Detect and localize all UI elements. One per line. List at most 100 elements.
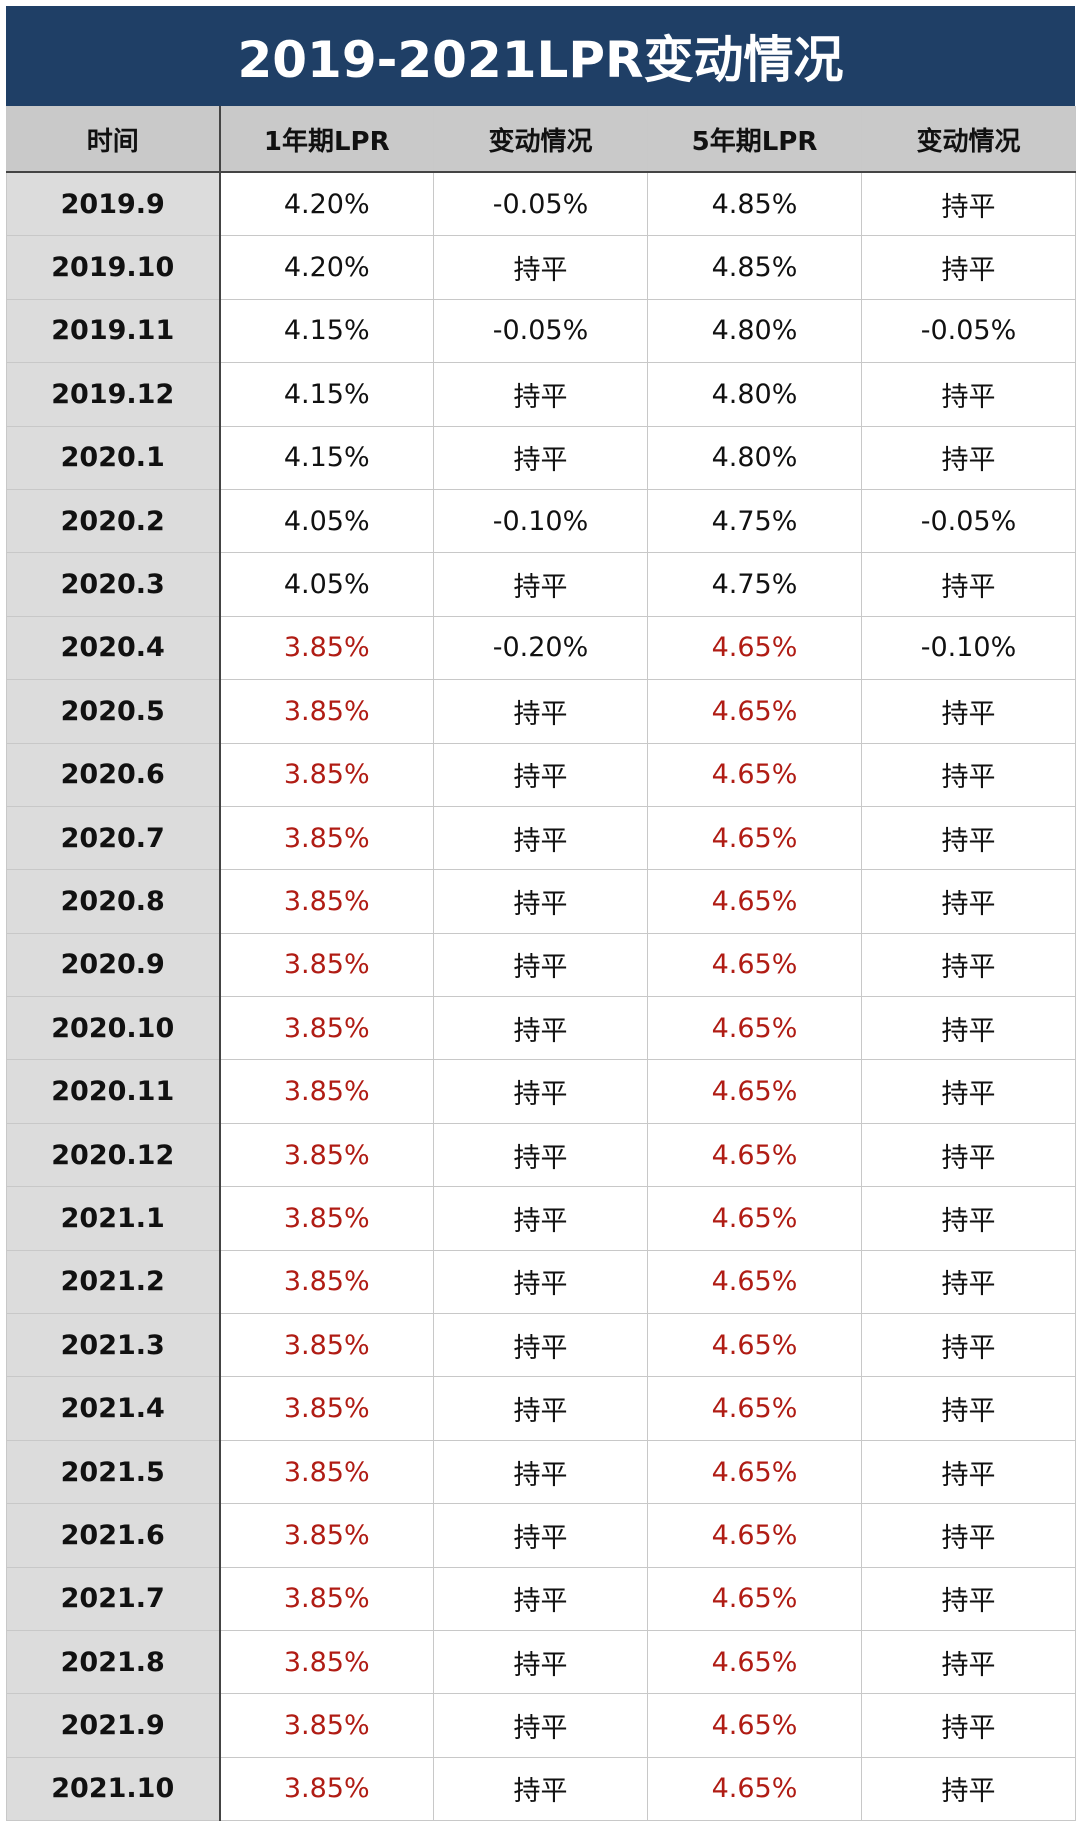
one-year-change-cell: 持平 — [433, 1503, 648, 1568]
one-year-lpr-cell: 3.85% — [219, 932, 434, 998]
five-year-change-cell: -0.05% — [861, 488, 1076, 554]
one-year-change-cell: 持平 — [433, 362, 648, 427]
five-year-lpr-cell: 4.65% — [647, 742, 862, 807]
period-cell: 2021.7 — [6, 1566, 221, 1631]
one-year-change-cell: -0.10% — [433, 488, 648, 554]
period-cell: 2021.10 — [6, 1756, 221, 1821]
one-year-change-cell: 持平 — [433, 1313, 648, 1378]
five-year-change-cell: 持平 — [861, 1059, 1076, 1124]
one-year-change-cell: -0.05% — [433, 171, 648, 237]
period-cell: 2021.6 — [6, 1503, 221, 1568]
one-year-lpr-cell: 3.85% — [219, 1059, 434, 1124]
five-year-change-cell: 持平 — [861, 1629, 1076, 1695]
one-year-lpr-cell: 3.85% — [219, 1186, 434, 1251]
table-row: 2021.4 3.85% 持平 4.65% 持平 — [6, 1376, 1076, 1441]
one-year-lpr-cell: 4.15% — [219, 298, 434, 364]
five-year-change-cell: 持平 — [861, 869, 1076, 934]
one-year-change-cell: 持平 — [433, 805, 648, 871]
period-cell: 2020.12 — [6, 1122, 221, 1188]
five-year-change-cell: 持平 — [861, 1249, 1076, 1315]
table-row: 2019.10 4.20% 持平 4.85% 持平 — [6, 235, 1076, 300]
five-year-change-cell: 持平 — [861, 742, 1076, 807]
table-row: 2021.7 3.85% 持平 4.65% 持平 — [6, 1566, 1076, 1631]
table-row: 2021.8 3.85% 持平 4.65% 持平 — [6, 1629, 1076, 1695]
five-year-change-cell: 持平 — [861, 1756, 1076, 1821]
period-cell: 2020.8 — [6, 869, 221, 934]
five-year-change-cell: 持平 — [861, 932, 1076, 998]
table-row: 2020.10 3.85% 持平 4.65% 持平 — [6, 996, 1076, 1061]
header-5y-lpr: 5年期LPR — [647, 106, 862, 173]
table-row: 2021.5 3.85% 持平 4.65% 持平 — [6, 1439, 1076, 1505]
five-year-lpr-cell: 4.75% — [647, 488, 862, 554]
lpr-table-figure: 2019-2021LPR变动情况 时间 1年期LPR 变动情况 5年期LPR 变… — [6, 6, 1076, 1821]
one-year-change-cell: 持平 — [433, 1059, 648, 1124]
table-row: 2019.11 4.15% -0.05% 4.80% -0.05% — [6, 298, 1076, 364]
one-year-change-cell: -0.20% — [433, 615, 648, 681]
five-year-change-cell: 持平 — [861, 1693, 1076, 1758]
one-year-change-cell: 持平 — [433, 1376, 648, 1441]
five-year-lpr-cell: 4.65% — [647, 1376, 862, 1441]
one-year-change-cell: 持平 — [433, 1629, 648, 1695]
one-year-lpr-cell: 3.85% — [219, 1566, 434, 1631]
period-cell: 2020.10 — [6, 996, 221, 1061]
five-year-change-cell: 持平 — [861, 1313, 1076, 1378]
period-cell: 2020.5 — [6, 679, 221, 744]
header-5y-change: 变动情况 — [861, 106, 1076, 173]
five-year-lpr-cell: 4.65% — [647, 869, 862, 934]
five-year-change-cell: 持平 — [861, 425, 1076, 490]
table-row: 2019.12 4.15% 持平 4.80% 持平 — [6, 362, 1076, 427]
five-year-lpr-cell: 4.65% — [647, 996, 862, 1061]
table-row: 2020.9 3.85% 持平 4.65% 持平 — [6, 932, 1076, 998]
one-year-change-cell: 持平 — [433, 1693, 648, 1758]
five-year-lpr-cell: 4.85% — [647, 235, 862, 300]
table-row: 2020.8 3.85% 持平 4.65% 持平 — [6, 869, 1076, 934]
header-period: 时间 — [6, 106, 221, 173]
one-year-lpr-cell: 4.15% — [219, 425, 434, 490]
five-year-change-cell: 持平 — [861, 171, 1076, 237]
one-year-change-cell: 持平 — [433, 1439, 648, 1505]
five-year-lpr-cell: 4.65% — [647, 1566, 862, 1631]
one-year-lpr-cell: 3.85% — [219, 1249, 434, 1315]
five-year-lpr-cell: 4.65% — [647, 1439, 862, 1505]
table-row: 2020.3 4.05% 持平 4.75% 持平 — [6, 552, 1076, 617]
five-year-lpr-cell: 4.80% — [647, 298, 862, 364]
five-year-change-cell: 持平 — [861, 362, 1076, 427]
period-cell: 2021.5 — [6, 1439, 221, 1505]
period-cell: 2020.2 — [6, 488, 221, 554]
five-year-change-cell: 持平 — [861, 1566, 1076, 1631]
one-year-change-cell: 持平 — [433, 425, 648, 490]
five-year-lpr-cell: 4.65% — [647, 1503, 862, 1568]
table-row: 2021.1 3.85% 持平 4.65% 持平 — [6, 1186, 1076, 1251]
one-year-change-cell: 持平 — [433, 996, 648, 1061]
five-year-lpr-cell: 4.75% — [647, 552, 862, 617]
one-year-lpr-cell: 3.85% — [219, 1503, 434, 1568]
lpr-table: 时间 1年期LPR 变动情况 5年期LPR 变动情况 2019.9 4.20% -0… — [6, 106, 1076, 1821]
table-row: 2020.12 3.85% 持平 4.65% 持平 — [6, 1122, 1076, 1188]
one-year-lpr-cell: 3.85% — [219, 615, 434, 681]
period-cell: 2021.8 — [6, 1629, 221, 1695]
period-cell: 2020.3 — [6, 552, 221, 617]
five-year-change-cell: 持平 — [861, 805, 1076, 871]
five-year-lpr-cell: 4.65% — [647, 1756, 862, 1821]
one-year-lpr-cell: 3.85% — [219, 805, 434, 871]
five-year-lpr-cell: 4.65% — [647, 615, 862, 681]
one-year-lpr-cell: 3.85% — [219, 869, 434, 934]
one-year-lpr-cell: 3.85% — [219, 1629, 434, 1695]
period-cell: 2021.3 — [6, 1313, 221, 1378]
five-year-lpr-cell: 4.65% — [647, 932, 862, 998]
one-year-lpr-cell: 3.85% — [219, 1313, 434, 1378]
five-year-lpr-cell: 4.85% — [647, 171, 862, 237]
period-cell: 2021.1 — [6, 1186, 221, 1251]
one-year-lpr-cell: 3.85% — [219, 679, 434, 744]
five-year-lpr-cell: 4.65% — [647, 805, 862, 871]
five-year-lpr-cell: 4.80% — [647, 362, 862, 427]
one-year-change-cell: 持平 — [433, 1186, 648, 1251]
one-year-change-cell: 持平 — [433, 1122, 648, 1188]
one-year-change-cell: 持平 — [433, 235, 648, 300]
five-year-change-cell: 持平 — [861, 1186, 1076, 1251]
header-1y-lpr: 1年期LPR — [219, 106, 434, 173]
table-row: 2020.5 3.85% 持平 4.65% 持平 — [6, 679, 1076, 744]
one-year-lpr-cell: 4.05% — [219, 488, 434, 554]
one-year-change-cell: -0.05% — [433, 298, 648, 364]
one-year-change-cell: 持平 — [433, 552, 648, 617]
